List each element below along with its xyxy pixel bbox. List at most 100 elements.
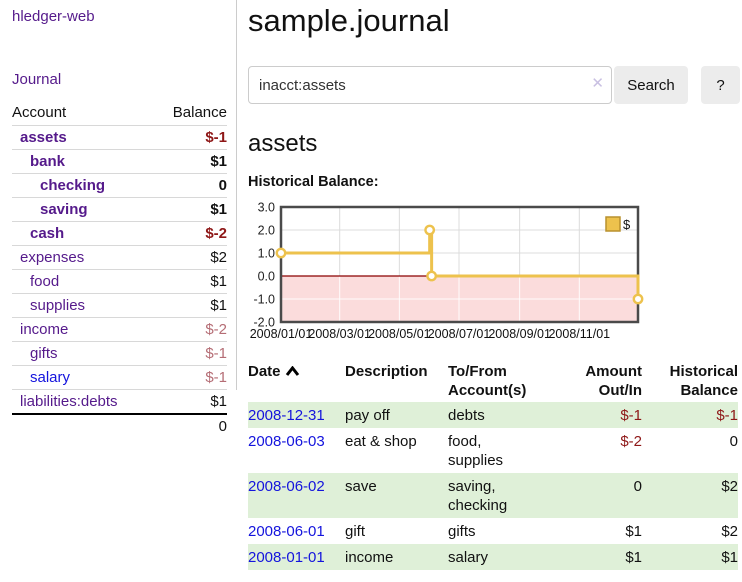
- account-link-salary[interactable]: salary: [30, 369, 71, 386]
- accounts-header-account: Account: [12, 104, 67, 121]
- amount-header-line1: Amount: [585, 363, 642, 380]
- transaction-accounts: debts: [448, 402, 558, 428]
- account-row: salary $-1: [12, 365, 227, 390]
- transaction-row: 2008-06-02 save saving, checking 0 $2: [248, 473, 738, 518]
- accounts-header-balance: Balance: [172, 104, 227, 121]
- main-content: sample.journal ✕ Search ? assets Histori…: [247, 0, 742, 582]
- help-button[interactable]: ?: [701, 66, 740, 104]
- account-row: liabilities:debts $1: [12, 389, 227, 414]
- account-balance: $2: [154, 245, 227, 270]
- account-row: cash $-2: [12, 221, 227, 246]
- clear-search-icon[interactable]: ✕: [591, 75, 604, 92]
- balance-header-line1: Historical: [669, 363, 738, 380]
- account-row: bank $1: [12, 149, 227, 174]
- sidebar: hledger-web Journal Account Balance asse…: [0, 0, 237, 438]
- svg-text:2.0: 2.0: [258, 224, 275, 238]
- tofrom-header: To/From Account(s): [448, 360, 558, 402]
- account-row: expenses $2: [12, 245, 227, 270]
- account-section-heading: assets: [248, 130, 318, 157]
- search-form: ✕ Search ?: [248, 66, 740, 104]
- accounts-balance-table: Account Balance assets $-1 bank $1 checking 0…: [12, 101, 227, 438]
- account-balance: $1: [154, 197, 227, 222]
- account-balance: $1: [154, 293, 227, 318]
- svg-text:3.0: 3.0: [258, 201, 275, 215]
- transaction-date-link[interactable]: 2008-01-01: [248, 549, 325, 566]
- account-balance: $-2: [154, 317, 227, 342]
- transaction-amount: 0: [558, 473, 642, 518]
- svg-text:1.0: 1.0: [258, 247, 275, 261]
- svg-text:2008/03/01: 2008/03/01: [308, 327, 371, 341]
- account-link-income[interactable]: income: [20, 321, 69, 338]
- transaction-amount: $1: [625, 523, 642, 540]
- transaction-accounts: gifts: [448, 523, 476, 540]
- description-header: Description: [345, 363, 428, 380]
- balance-header-line2: Balance: [680, 382, 738, 399]
- account-link-assets[interactable]: assets: [20, 129, 67, 146]
- account-row: gifts $-1: [12, 341, 227, 366]
- transaction-row: 2008-06-03 eat & shop food, supplies $-2 0: [248, 428, 738, 473]
- transaction-date-link[interactable]: 2008-06-01: [248, 523, 325, 540]
- transactions-table: Date Description To/From Account(s) Amoun…: [248, 360, 738, 570]
- account-balance: $-1: [154, 341, 227, 366]
- transaction-amount: $-1: [558, 402, 642, 428]
- account-link-saving[interactable]: saving: [40, 201, 88, 218]
- svg-text:-1.0: -1.0: [253, 293, 275, 307]
- sort-ascending-icon: [285, 363, 300, 382]
- account-link-bank[interactable]: bank: [30, 153, 66, 170]
- account-link-supplies[interactable]: supplies: [30, 297, 86, 314]
- balance-header: Historical Balance: [642, 360, 738, 402]
- transaction-accounts: salary: [448, 544, 558, 570]
- transaction-accounts: food, supplies: [448, 433, 504, 469]
- account-balance: $1: [154, 389, 227, 414]
- amount-header: Amount Out/In: [558, 360, 642, 402]
- account-link-liabilities-debts[interactable]: liabilities:debts: [20, 393, 118, 410]
- account-link-checking[interactable]: checking: [40, 177, 106, 194]
- account-link-gifts[interactable]: gifts: [30, 345, 58, 362]
- account-link-food[interactable]: food: [30, 273, 60, 290]
- amount-header-line2: Out/In: [598, 382, 642, 399]
- account-balance: $1: [154, 269, 227, 294]
- date-header-label: Date: [248, 363, 281, 380]
- search-box: ✕: [248, 66, 612, 104]
- transaction-row: 2008-06-01 gift gifts $1 $2: [248, 518, 738, 544]
- svg-text:$: $: [623, 217, 631, 232]
- accounts-header-row: Account Balance: [12, 101, 227, 126]
- transactions-header-row: Date Description To/From Account(s) Amoun…: [248, 360, 738, 402]
- page-title: sample.journal: [248, 3, 450, 38]
- svg-text:2008/11/01: 2008/11/01: [548, 327, 610, 341]
- account-balance: $-2: [154, 221, 227, 246]
- transaction-amount: $-2: [620, 433, 642, 450]
- transaction-balance: $2: [642, 473, 738, 518]
- chart-canvas: 3.0 2.0 1.0 0.0 -1.0 -2.02008/01/012008/03/01…: [250, 201, 644, 341]
- search-input[interactable]: [248, 66, 612, 104]
- transaction-balance: $-1: [642, 402, 738, 428]
- transaction-row: 2008-12-31 pay off debts $-1 $-1: [248, 402, 738, 428]
- svg-text:2008/01/01: 2008/01/01: [250, 327, 313, 341]
- account-link-cash[interactable]: cash: [30, 225, 65, 242]
- account-balance: 0: [154, 173, 227, 198]
- search-button[interactable]: Search: [614, 66, 688, 104]
- account-row: supplies $1: [12, 293, 227, 318]
- account-row: food $1: [12, 269, 227, 294]
- transaction-date-link[interactable]: 2008-12-31: [248, 407, 325, 424]
- account-row: checking 0: [12, 173, 227, 198]
- date-sort-header[interactable]: Date: [248, 360, 345, 402]
- transaction-date-link[interactable]: 2008-06-02: [248, 478, 325, 495]
- svg-text:2008/07/01: 2008/07/01: [428, 327, 491, 341]
- accounts-total-value: 0: [154, 413, 227, 438]
- transaction-description: save: [345, 473, 448, 518]
- transaction-accounts: saving, checking: [448, 473, 558, 518]
- transaction-balance: $1: [642, 544, 738, 570]
- account-balance: $-1: [154, 365, 227, 390]
- transaction-balance: $2: [721, 523, 738, 540]
- app-title-link[interactable]: hledger-web: [12, 8, 95, 25]
- chart-label: Historical Balance:: [248, 174, 379, 190]
- sidebar-item-journal[interactable]: Journal: [12, 71, 62, 88]
- account-link-expenses[interactable]: expenses: [20, 249, 85, 266]
- account-balance: $-1: [154, 125, 227, 150]
- account-row: income $-2: [12, 317, 227, 342]
- account-row: assets $-1: [12, 125, 227, 150]
- transaction-date-link[interactable]: 2008-06-03: [248, 433, 325, 450]
- historical-balance-chart[interactable]: 3.0 2.0 1.0 0.0 -1.0 -2.0 2008/01/01 2008/03/01…: [243, 198, 742, 348]
- accounts-total-row: 0: [12, 413, 227, 438]
